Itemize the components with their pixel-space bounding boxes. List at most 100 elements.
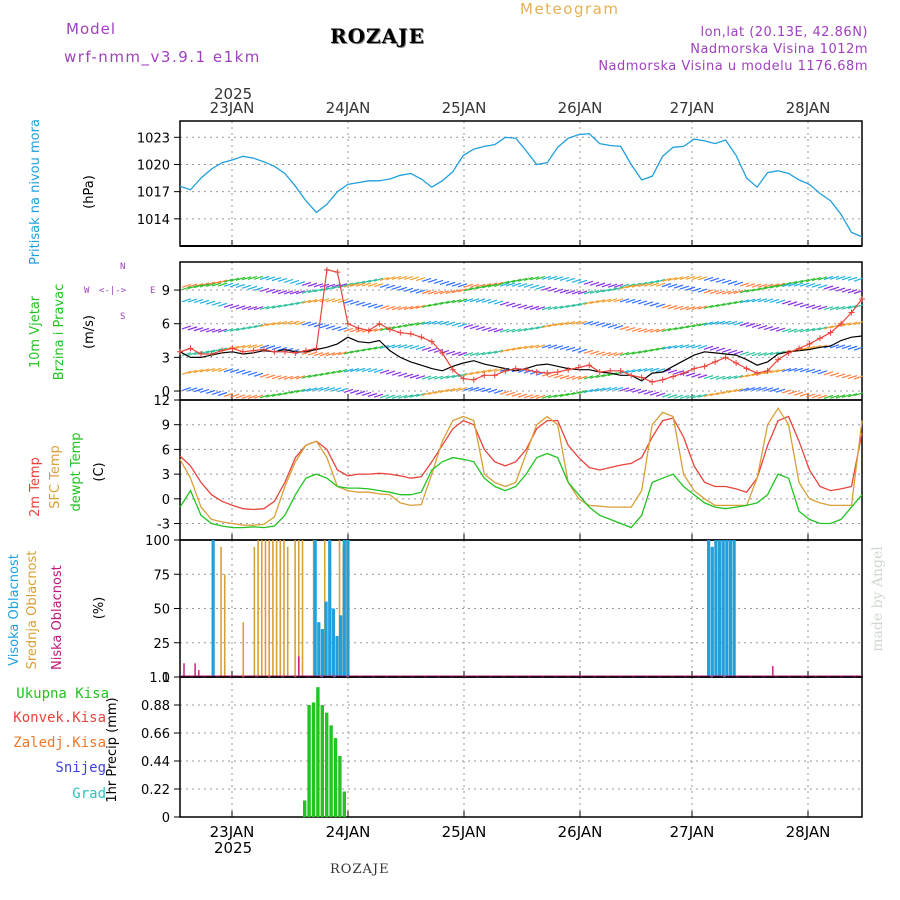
wind-barb	[631, 327, 642, 332]
wind-gust-marker	[785, 349, 792, 356]
y-tick-label: 1017	[137, 186, 170, 201]
cloud-high-bar	[728, 540, 733, 677]
wind-barb	[373, 327, 384, 332]
wind-barb	[385, 276, 396, 281]
wind-barb	[577, 301, 588, 307]
wind-barb	[199, 299, 210, 304]
wind-barb	[457, 288, 468, 293]
wind-barb	[589, 281, 600, 286]
wind-barb	[661, 393, 672, 398]
wind-barb	[757, 352, 768, 357]
wind-barb	[595, 282, 606, 287]
cloud-high-bar	[721, 540, 725, 677]
wind-barb	[445, 321, 456, 326]
wind-barb	[433, 389, 444, 394]
wind-barb	[715, 347, 726, 352]
wind-barb	[253, 372, 264, 377]
wind-barb	[235, 305, 246, 310]
wind-barb	[793, 302, 804, 307]
wind-barb	[589, 350, 600, 355]
wind-barb	[253, 306, 264, 311]
wind-barb	[847, 276, 858, 281]
compass-e: E	[150, 286, 156, 296]
wind-barb	[565, 277, 576, 282]
wind-barb	[217, 391, 228, 397]
wind-gust-marker	[817, 335, 824, 342]
wind-gust-marker	[449, 366, 456, 373]
precip-legend-frz: Zaledj.Kisa	[13, 735, 106, 751]
wind-barb	[529, 284, 540, 289]
wind-barb	[601, 323, 612, 328]
wind-barb	[769, 326, 780, 332]
wind-barb	[181, 298, 192, 303]
wind-barb	[247, 394, 258, 399]
wind-barb	[427, 290, 438, 295]
wind-barb	[715, 391, 726, 396]
wind-barb	[283, 302, 294, 307]
wind-barb	[505, 391, 516, 396]
wind-barb	[847, 321, 858, 326]
wind-barb	[259, 305, 270, 311]
wind-barb	[427, 302, 438, 307]
wind-gust-marker	[376, 320, 383, 327]
wind-barb	[637, 300, 648, 305]
wind-barb	[601, 351, 612, 357]
wind-gust-marker	[428, 338, 435, 345]
wind-barb	[343, 368, 354, 373]
wind-barb	[403, 394, 414, 399]
wind-barb	[691, 373, 702, 378]
wind-barb	[427, 278, 438, 283]
wind-barb	[295, 290, 306, 295]
wind-barb	[535, 394, 546, 399]
wind-barb	[685, 394, 696, 399]
wind-barb	[571, 347, 582, 352]
y-tick-label: 0.88	[141, 699, 170, 714]
wind-barb	[397, 306, 408, 311]
wind-barb	[577, 320, 588, 325]
wind-barb	[493, 300, 504, 305]
wind-barb	[691, 323, 702, 328]
wind-barb	[481, 351, 492, 356]
wind-barb	[415, 304, 426, 309]
wind-barb	[451, 322, 462, 327]
wind-barb	[367, 392, 378, 397]
wind-barb	[805, 345, 816, 350]
wind-barb	[511, 328, 522, 333]
wind-barb	[565, 320, 576, 326]
y-tick-label: 3	[162, 351, 170, 366]
wind-barb	[301, 387, 312, 393]
wind-barb	[847, 374, 858, 380]
wind-barb	[271, 345, 282, 351]
wind-barb	[499, 328, 510, 333]
wind-gust-marker	[617, 367, 624, 374]
model-label: Model	[66, 20, 117, 38]
wind-barb	[733, 281, 744, 286]
cloud-low-bar	[194, 663, 196, 677]
y-tick-label: 1020	[137, 158, 170, 173]
wind-barb	[451, 299, 462, 304]
wind-barb	[493, 367, 504, 373]
wind-barb	[445, 299, 456, 305]
wind-barb	[265, 305, 276, 310]
wind-barb	[571, 375, 582, 380]
wind-barb	[451, 387, 462, 392]
wind-barb	[211, 390, 222, 396]
wind-barb	[763, 370, 774, 375]
wind-barb	[355, 282, 366, 287]
precip-bar	[320, 705, 324, 817]
wind-barb	[841, 344, 852, 350]
wind-barb	[247, 344, 258, 349]
y-tick-label: 1.1	[149, 671, 170, 686]
wind-barb	[817, 305, 828, 310]
wind-barb	[529, 394, 540, 399]
wind-barb	[337, 387, 348, 393]
wind-barb	[571, 278, 582, 283]
wind-barb	[715, 290, 726, 295]
wind-barb	[649, 391, 660, 396]
wind-barb	[265, 288, 276, 293]
wind-barb	[391, 325, 402, 330]
wind-barb	[445, 289, 456, 294]
wind-barb	[229, 327, 240, 332]
precip-legend-grad: Grad	[72, 786, 106, 802]
wind-barb	[325, 370, 336, 375]
